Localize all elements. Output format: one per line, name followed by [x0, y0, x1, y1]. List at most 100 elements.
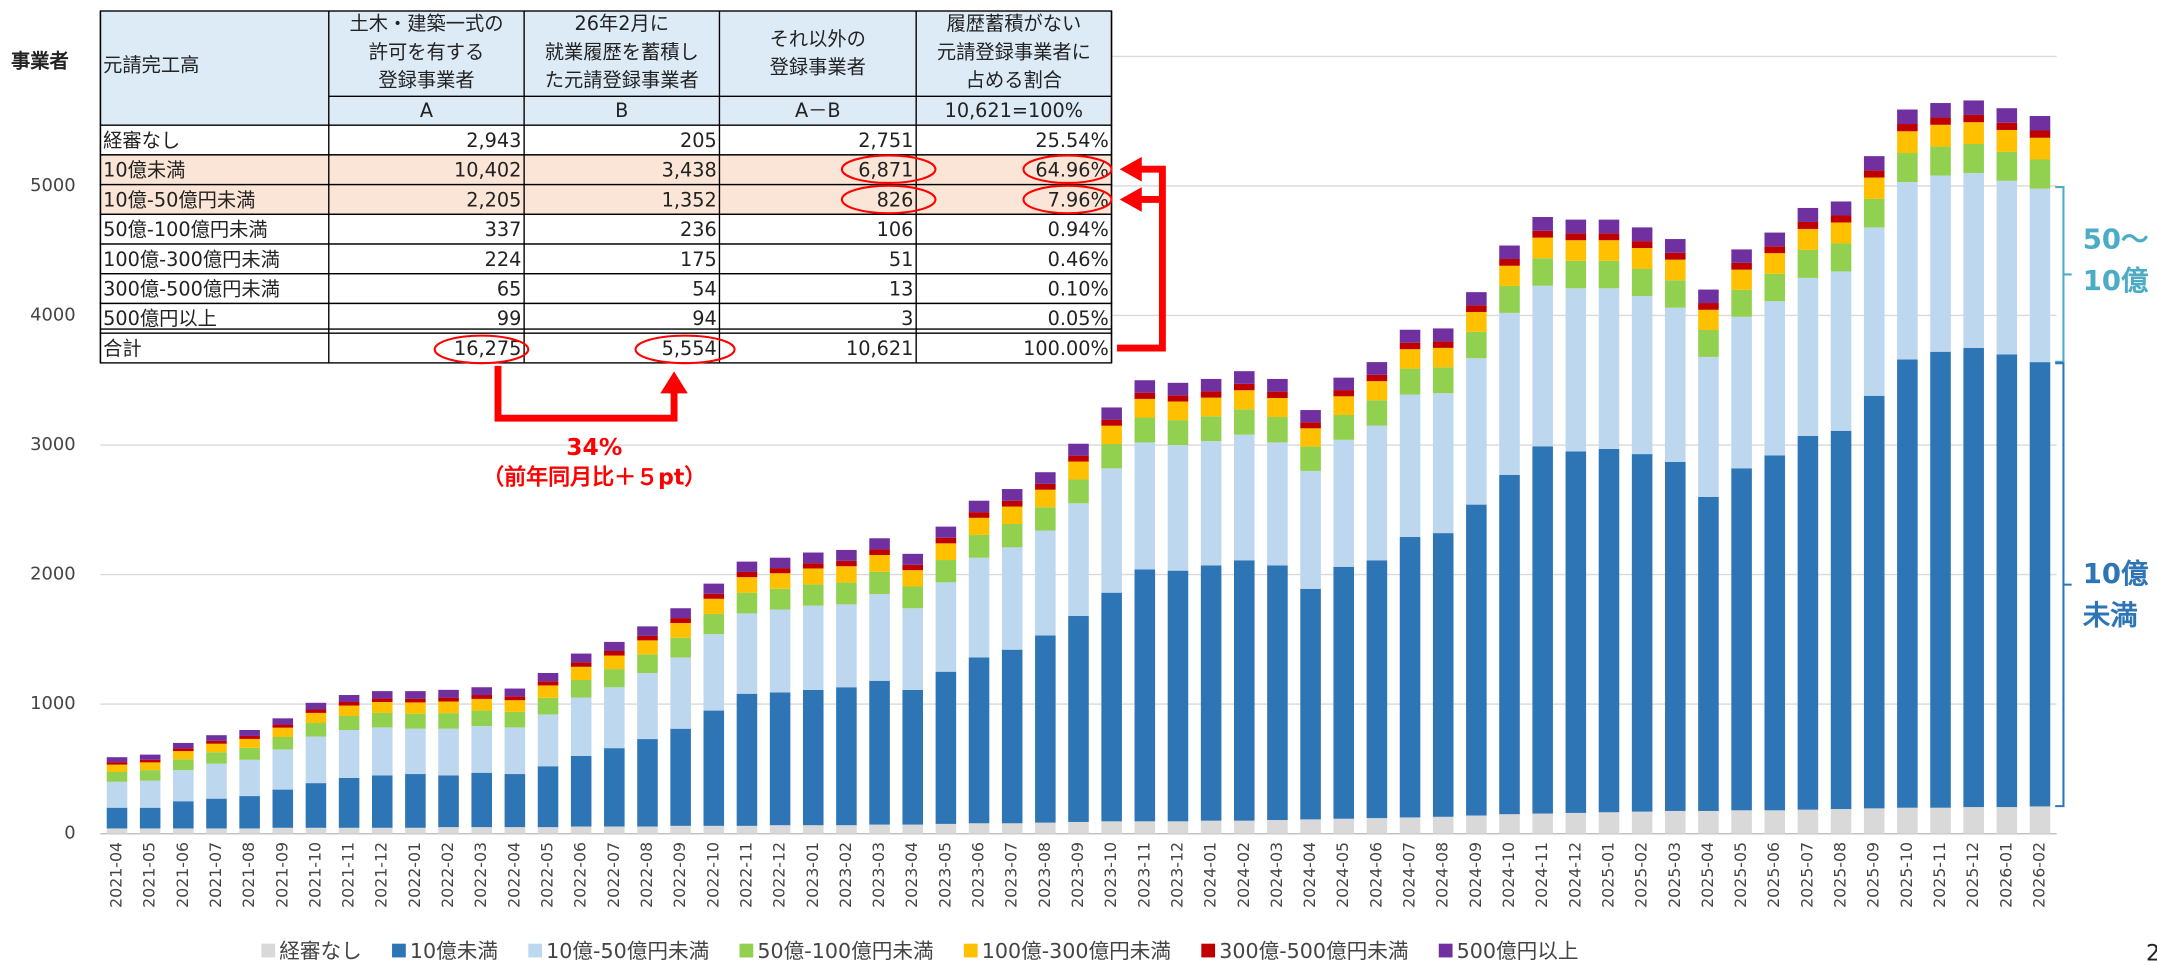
bar-segment	[1565, 219, 1587, 234]
arrow-head	[1119, 156, 1142, 212]
x-tick-label: 2025-11	[1930, 842, 1949, 908]
bar-segment	[604, 826, 625, 834]
bar-segment	[1930, 807, 1951, 834]
highlight-ellipse	[840, 154, 937, 184]
bar-segment	[1035, 822, 1056, 834]
bar-segment	[338, 695, 360, 703]
bar-segment	[139, 828, 161, 834]
bar-segment	[173, 751, 194, 760]
bar-segment	[272, 736, 294, 750]
x-tick-label: 2021-12	[372, 842, 391, 908]
bar-segment	[405, 728, 426, 775]
table-cell: 0.46%	[1048, 248, 1109, 271]
bar-segment	[305, 783, 327, 828]
bar-segment	[968, 823, 990, 834]
bar-segment	[1830, 809, 1852, 834]
legend-swatch	[392, 943, 406, 958]
bar-segment	[272, 718, 294, 725]
bar-segment	[1333, 439, 1355, 567]
bar-segment	[1399, 536, 1421, 818]
table-cell: 経審なし	[103, 129, 180, 152]
table-cell: 合計	[103, 337, 142, 360]
x-tick-label: 2022-12	[770, 842, 789, 908]
bar-segment	[802, 552, 824, 564]
table-cell: 205	[680, 129, 717, 152]
bar-segment	[139, 770, 161, 781]
bar-segment	[836, 582, 857, 605]
bar-segment	[1532, 285, 1553, 447]
bar-segment	[239, 735, 260, 739]
table-cell: 10億-50億円未満	[103, 188, 255, 211]
bar-segment	[1300, 819, 1321, 834]
x-tick-label: 2025-03	[1665, 842, 1684, 908]
bar-segment	[1565, 233, 1587, 241]
x-tick-label: 2023-06	[969, 842, 988, 908]
bar-segment	[1001, 489, 1023, 501]
table-cell: 25.54%	[1035, 129, 1108, 152]
bar-segment	[1996, 129, 2018, 152]
table-cell: 6,871	[858, 159, 913, 182]
bar-segment	[1167, 420, 1189, 446]
bar-segment	[802, 825, 824, 834]
bar-segment	[1333, 390, 1355, 397]
bar-segment	[305, 827, 327, 834]
bar-segment	[206, 752, 227, 764]
bar-segment	[1233, 434, 1255, 561]
x-tick-label: 2022-04	[504, 842, 523, 908]
table-header: 元請完工高	[103, 54, 199, 77]
bar-segment	[1101, 468, 1122, 593]
bar-segment	[1167, 382, 1189, 396]
bar-segment	[1366, 362, 1388, 375]
table-header: 許可を有する	[369, 40, 485, 63]
legend-label: 500億円以上	[1457, 939, 1579, 963]
bar-segment	[1698, 496, 1719, 811]
bar-segment	[1930, 117, 1951, 125]
bar-segment	[1631, 296, 1653, 455]
bar-segment	[1499, 285, 1520, 313]
highlight-ellipse	[634, 334, 736, 365]
bar-segment	[1963, 347, 1984, 808]
bar-segment	[2029, 159, 2051, 189]
bar-segment	[1499, 312, 1520, 475]
bar-segment	[1466, 815, 1487, 834]
bar-segment	[1963, 122, 1984, 144]
bar-segment	[1698, 303, 1719, 310]
bar-segment	[1200, 397, 1222, 417]
bar-segment	[902, 553, 924, 565]
bar-segment	[1200, 441, 1222, 566]
bar-segment	[1631, 811, 1653, 834]
bar-segment	[1035, 507, 1056, 531]
bar-segment	[139, 762, 161, 771]
bar-segment	[1830, 243, 1852, 272]
bar-segment	[1101, 821, 1122, 834]
bar-segment	[1267, 378, 1288, 392]
bar-segment	[802, 689, 824, 826]
bar-segment	[1963, 807, 1984, 834]
bar-segment	[1267, 565, 1288, 821]
bar-segment	[471, 772, 492, 828]
bar-segment	[1366, 425, 1388, 561]
bar-segment	[1035, 530, 1056, 636]
bar-segment	[1665, 461, 1686, 811]
bar-segment	[1035, 472, 1056, 484]
bar-segment	[1532, 446, 1553, 814]
bar-segment	[736, 561, 758, 572]
bar-segment	[902, 608, 924, 690]
bar-segment	[1300, 410, 1321, 423]
table-header: 履歴蓄積がない	[946, 12, 1081, 35]
x-tick-label: 2023-07	[1002, 842, 1021, 908]
bar-segment	[769, 557, 791, 569]
x-tick-label: 2022-10	[703, 842, 722, 908]
table-cell: 175	[680, 248, 717, 271]
x-tick-label: 2022-06	[571, 842, 590, 908]
y-tick-label: 0	[64, 823, 75, 844]
bar-segment	[371, 727, 393, 776]
x-tick-label: 2023-11	[1134, 842, 1153, 908]
bar-segment	[504, 688, 526, 697]
bar-segment	[537, 766, 559, 828]
bar-segment	[1764, 246, 1786, 254]
bar-segment	[1432, 347, 1454, 368]
bar-segment	[1267, 417, 1288, 443]
x-tick-label: 2024-02	[1234, 842, 1253, 908]
